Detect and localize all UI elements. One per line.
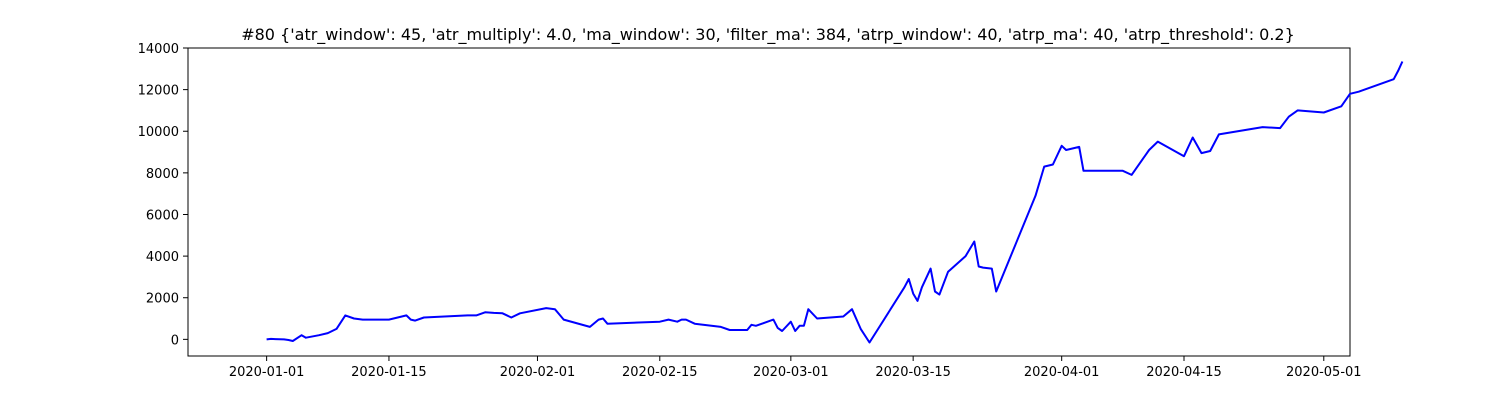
x-tick-label: 2020-01-01: [229, 365, 305, 380]
x-tick-label: 2020-02-01: [500, 365, 576, 380]
x-tick-label: 2020-04-15: [1146, 365, 1222, 380]
chart-title: #80 {'atr_window': 45, 'atr_multiply': 4…: [241, 25, 1295, 45]
y-tick-label: 4000: [146, 250, 179, 265]
plot-area-frame: [187, 47, 1351, 357]
y-tick-label: 10000: [138, 125, 179, 140]
x-tick-label: 2020-03-15: [875, 365, 951, 380]
x-tick-label: 2020-02-15: [622, 365, 698, 380]
x-tick-label: 2020-01-15: [351, 365, 427, 380]
series-line: [266, 61, 1404, 344]
x-tick-label: 2020-03-01: [753, 365, 829, 380]
y-tick-label: 0: [171, 333, 179, 348]
y-tick-label: 6000: [146, 208, 179, 223]
y-tick-label: 14000: [138, 42, 179, 57]
y-tick-label: 8000: [146, 167, 179, 182]
x-tick-label: 2020-05-01: [1286, 365, 1362, 380]
x-axis: 2020-01-01 2020-01-15 2020-02-01 2020-02-15…: [229, 356, 1362, 380]
y-tick-label: 2000: [146, 292, 179, 307]
y-tick-label: 12000: [138, 84, 179, 99]
y-axis: 0 2000 4000 6000 8000 10000 12000 14000: [138, 42, 188, 348]
x-tick-label: 2020-04-01: [1024, 365, 1100, 380]
